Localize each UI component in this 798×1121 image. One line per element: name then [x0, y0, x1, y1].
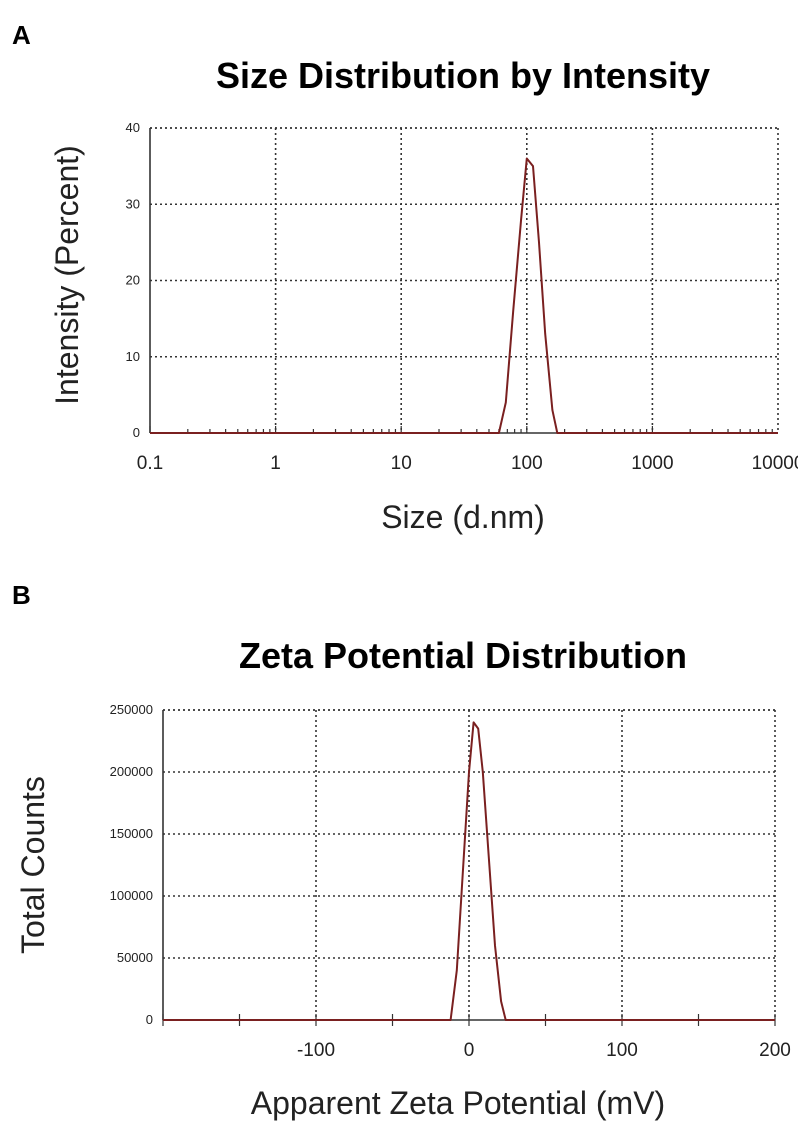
- panel-a-y-axis-label: Intensity (Percent): [49, 145, 85, 405]
- distribution-curve: [150, 157, 778, 434]
- x-tick-label: -100: [297, 1040, 335, 1061]
- y-tick-label: 10: [126, 349, 140, 364]
- panel-b-series: [163, 721, 775, 1021]
- panel-b-letter: B: [12, 580, 31, 610]
- y-tick-label: 40: [126, 120, 140, 135]
- panel-b-axes: [162, 710, 776, 1026]
- x-tick-label: 0.1: [137, 453, 163, 474]
- y-tick-label: 50000: [117, 950, 153, 965]
- panel-a-x-ticks: 0.1 1 10 100 1000 10000: [137, 453, 798, 474]
- x-tick-label: 200: [759, 1040, 791, 1061]
- panel-a-title: Size Distribution by Intensity: [216, 55, 710, 96]
- x-tick-label: 100: [511, 453, 543, 474]
- x-tick-label: 1000: [631, 453, 673, 474]
- y-tick-label: 0: [146, 1012, 153, 1027]
- x-tick-label: 0: [464, 1040, 475, 1061]
- panel-a-axes: [149, 128, 778, 434]
- x-tick-label: 10: [391, 453, 412, 474]
- y-tick-label: 200000: [110, 764, 153, 779]
- panel-b-x-ticks: -100 0 100 200: [297, 1040, 791, 1061]
- panel-b-y-ticks: 0 50000 100000 150000 200000 250000: [110, 702, 153, 1027]
- y-tick-label: 20: [126, 273, 140, 288]
- panel-a-x-axis-label: Size (d.nm): [381, 499, 545, 535]
- y-tick-label: 30: [126, 196, 140, 211]
- x-tick-label: 1: [270, 453, 281, 474]
- panel-a-series: [150, 157, 778, 434]
- panel-b: B Zeta Potential Distribution Apparent Z…: [12, 580, 791, 1121]
- panel-a: A Size Distribution by Intensity Size (d…: [12, 20, 798, 535]
- panel-b-grid: [163, 709, 776, 1020]
- x-tick-label: 10000: [752, 453, 798, 474]
- y-tick-label: 150000: [110, 826, 153, 841]
- y-tick-label: 100000: [110, 888, 153, 903]
- x-tick-label: 100: [606, 1040, 638, 1061]
- distribution-curve: [163, 721, 775, 1021]
- y-tick-label: 250000: [110, 702, 153, 717]
- panel-a-y-ticks: 0 10 20 30 40: [126, 120, 140, 440]
- panel-a-grid: [150, 127, 779, 433]
- panel-b-y-axis-label: Total Counts: [15, 776, 51, 954]
- panel-b-title: Zeta Potential Distribution: [239, 635, 687, 676]
- y-tick-label: 0: [133, 425, 140, 440]
- panel-a-letter: A: [12, 20, 31, 50]
- panel-b-x-axis-label: Apparent Zeta Potential (mV): [251, 1085, 665, 1121]
